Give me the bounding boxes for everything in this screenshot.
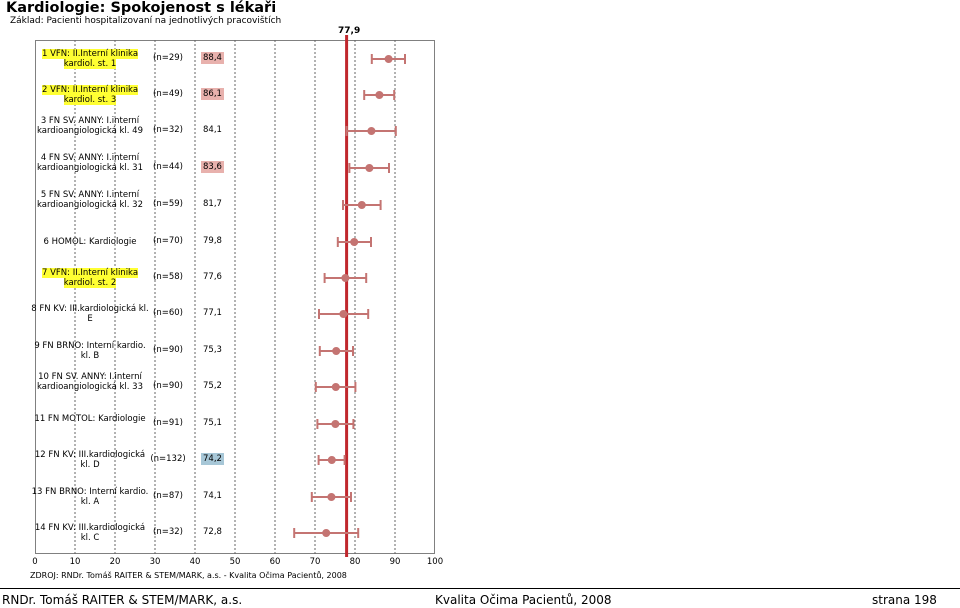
row-label-text: 6 HOMOL: Kardiologie [43,237,137,247]
row-n-count: (n=49) [153,89,183,99]
row-n-count: (n=32) [153,527,183,537]
row-score: 81,7 [203,199,222,209]
row-score: 75,2 [203,381,222,391]
row-label: 1 VFN: II.Interní klinika kardiol. st. 1 [31,49,149,69]
row-label-text: 7 VFN: II.Interní klinika kardiol. st. 2 [41,268,139,288]
x-tick-label: 40 [189,557,201,567]
row-score: 72,8 [203,527,222,537]
row-label-text: 1 VFN: II.Interní klinika kardiol. st. 1 [41,49,139,69]
row-n-count: (n=29) [153,53,183,63]
row-score: 75,1 [203,418,222,428]
data-point [384,55,393,63]
row-label: 5 FN SV. ANNY: I.interní kardioangiologi… [31,190,149,210]
x-tick-label: 60 [269,557,281,567]
data-point [332,347,341,355]
row-label: 3 FN SV. ANNY: I.interní kardioangiologi… [31,116,149,136]
data-point [365,164,374,172]
row-label: 8 FN KV: III.kardiologická kl. E [31,304,149,324]
row-n-count: (n=87) [153,491,183,501]
data-point [341,274,350,282]
row-label: 9 FN BRNO: Interní kardio. kl. B [31,341,149,361]
row-score: 74,2 [201,453,224,465]
row-n-count: (n=59) [153,199,183,209]
row-n-count: (n=32) [153,125,183,135]
row-n-count: (n=60) [153,308,183,318]
x-tick-label: 100 [426,557,444,567]
footer-center: Kvalita Očima Pacientů, 2008 [435,593,612,607]
footer-divider [0,588,960,589]
data-point [367,127,376,135]
x-tick-label: 50 [229,557,241,567]
data-point [339,310,348,318]
row-label-text: 4 FN SV. ANNY: I.interní kardioangiologi… [36,153,144,173]
row-n-count: (n=70) [153,236,183,246]
row-label: 2 VFN: II.Interní klinika kardiol. st. 3 [31,85,149,105]
row-label: 10 FN SV. ANNY: I.interní kardioangiolog… [31,372,149,392]
data-point [331,383,340,391]
x-tick-label: 80 [349,557,361,567]
row-label-text: 3 FN SV. ANNY: I.interní kardioangiologi… [36,116,144,136]
row-score: 84,1 [203,125,222,135]
row-n-count: (n=90) [153,345,183,355]
footer-right: strana 198 [872,593,937,607]
row-score: 88,4 [201,52,224,64]
row-label: 14 FN KV: III.kardiologická kl. C [31,523,149,543]
row-label: 6 HOMOL: Kardiologie [31,237,149,247]
row-score: 75,3 [203,345,222,355]
row-score: 74,1 [203,491,222,501]
x-tick-label: 10 [69,557,81,567]
row-label: 11 FN MOTOL: Kardiologie [31,414,149,424]
data-point [357,201,366,209]
reference-value-label: 77,9 [338,26,361,36]
row-score: 77,1 [203,308,222,318]
row-label-text: 8 FN KV: III.kardiologická kl. E [31,304,149,324]
page-subtitle: Základ: Pacienti hospitalizovaní na jedn… [10,16,282,26]
row-label: 12 FN KV: III.kardiologická kl. D [31,450,149,470]
row-label-text: 2 VFN: II.Interní klinika kardiol. st. 3 [41,85,139,105]
row-label-text: 13 FN BRNO: Interní kardio. kl. A [31,487,149,507]
data-point [331,420,340,428]
x-tick-label: 0 [32,557,38,567]
footer-left: RNDr. Tomáš RAITER & STEM/MARK, a.s. [2,593,243,607]
row-score: 83,6 [201,161,224,173]
row-score: 79,8 [203,236,222,246]
row-label: 7 VFN: II.Interní klinika kardiol. st. 2 [31,268,149,288]
row-n-count: (n=91) [153,418,183,428]
data-point [322,529,331,537]
source-note: ZDROJ: RNDr. Tomáš RAITER & STEM/MARK, a… [30,571,347,580]
row-n-count: (n=58) [153,272,183,282]
data-point [327,493,336,501]
row-label: 4 FN SV. ANNY: I.interní kardioangiologi… [31,153,149,173]
x-tick-label: 20 [109,557,121,567]
row-label-text: 10 FN SV. ANNY: I.interní kardioangiolog… [36,372,144,392]
x-tick-label: 30 [149,557,161,567]
row-label-text: 14 FN KV: III.kardiologická kl. C [34,523,146,543]
row-label-text: 12 FN KV: III.kardiologická kl. D [34,450,146,470]
data-point [350,238,359,246]
row-label-text: 11 FN MOTOL: Kardiologie [34,414,146,424]
row-score: 77,6 [203,272,222,282]
row-label: 13 FN BRNO: Interní kardio. kl. A [31,487,149,507]
page-title: Kardiologie: Spokojenost s lékaři [6,0,277,16]
x-tick-label: 70 [309,557,321,567]
data-point [375,91,384,99]
x-tick-label: 90 [389,557,401,567]
row-n-count: (n=90) [153,381,183,391]
row-n-count: (n=44) [153,162,183,172]
data-point [327,456,336,464]
row-score: 86,1 [201,88,224,100]
row-label-text: 9 FN BRNO: Interní kardio. kl. B [34,341,146,361]
row-label-text: 5 FN SV. ANNY: I.interní kardioangiologi… [36,190,144,210]
row-n-count: (n=132) [150,454,186,464]
